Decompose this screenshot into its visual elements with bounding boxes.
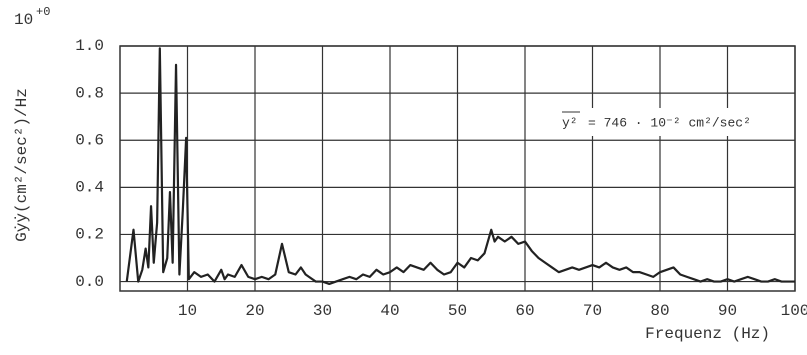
y-tick-label: 0.2 <box>75 226 104 244</box>
x-tick-label: 70 <box>583 302 602 320</box>
x-tick-label: 80 <box>650 302 669 320</box>
annotation: = 746 · 10⁻² cm²/sec² <box>588 115 751 130</box>
y-tick-label: 0.4 <box>75 179 104 197</box>
x-tick-label: 100 <box>781 302 807 320</box>
data-line <box>125 47 795 286</box>
plot-border <box>119 45 796 292</box>
y-tick-label: 1.0 <box>75 37 104 55</box>
x-tick-label: 40 <box>380 302 399 320</box>
x-tick-label: 10 <box>178 302 197 320</box>
x-tick-label: 30 <box>313 302 332 320</box>
annotation-symbol: y² <box>562 115 578 130</box>
y-tick-label: 0.8 <box>75 84 104 102</box>
y-axis-label: Gẏẏ(cm²/sec²)/Hz <box>13 88 31 242</box>
y-tick-label: 0.0 <box>75 273 104 291</box>
x-tick-label: 90 <box>718 302 737 320</box>
x-tick-label: 60 <box>515 302 534 320</box>
x-tick-label: 20 <box>245 302 264 320</box>
y-tick-label: 0.6 <box>75 131 104 149</box>
x-axis-label: Frequenz (Hz) <box>645 325 770 343</box>
y-scale: 10 <box>14 11 33 29</box>
annotation-box <box>554 108 790 136</box>
y-scale-exponent: +0 <box>36 5 50 19</box>
x-tick-label: 50 <box>448 302 467 320</box>
